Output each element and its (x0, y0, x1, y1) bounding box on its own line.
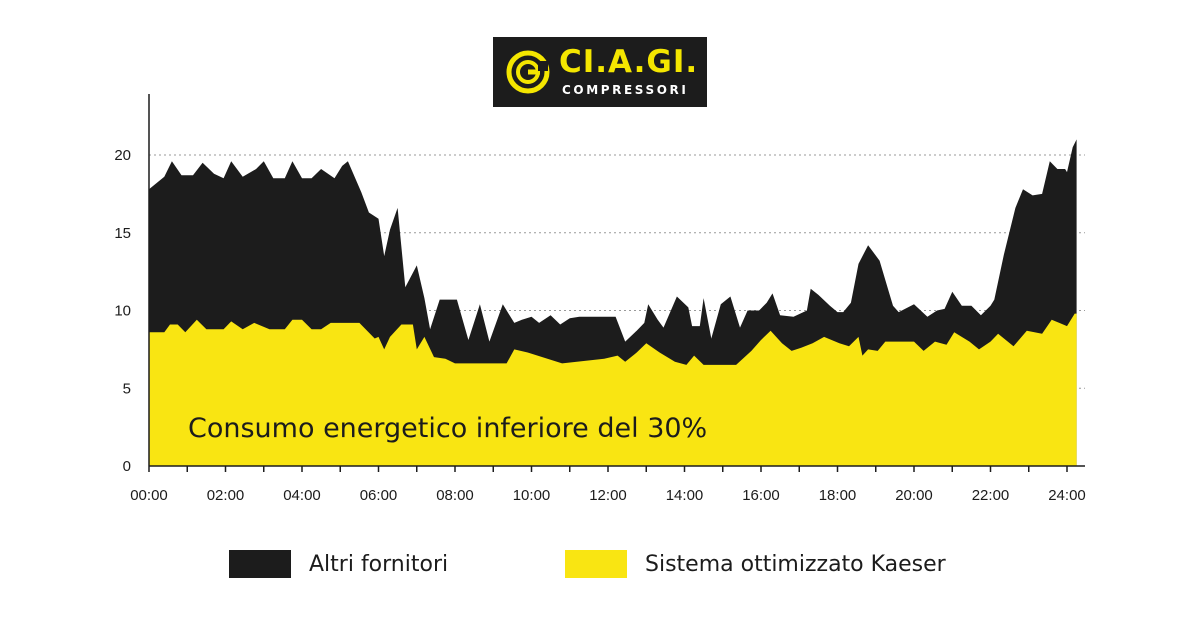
x-tick-label: 14:00 (666, 487, 704, 504)
legend-label: Altri fornitori (309, 551, 449, 577)
x-tick-label: 16:00 (742, 487, 780, 504)
legend-item-altri-fornitori: Altri fornitori (229, 549, 448, 579)
legend-item-sistema-kaeser: Sistema ottimizzato Kaeser (565, 549, 946, 579)
legend-label: Sistema ottimizzato Kaeser (645, 551, 946, 577)
y-tick-label: 20 (114, 147, 131, 164)
energy-area-chart: 00:00 02:00 04:00 06:00 08:00 10:00 12:00 14:00… (114, 94, 1086, 504)
x-tick-label: 12:00 (589, 487, 627, 504)
x-tick-label: 04:00 (283, 487, 321, 504)
ciagi-g-logo-icon (506, 50, 550, 94)
logo-brand-text: CI.A.GI. (559, 44, 699, 80)
tick-labels: 00:00 02:00 04:00 06:00 08:00 10:00 12:00 14:00… (114, 147, 1085, 504)
x-tick-label: 06:00 (360, 487, 398, 504)
chart-axes (148, 94, 1085, 472)
y-tick-label: 15 (114, 225, 131, 242)
x-tick-label: 20:00 (895, 487, 933, 504)
x-tick-label: 00:00 (130, 487, 168, 504)
x-tick-label: 08:00 (436, 487, 474, 504)
logo-subtitle-text: COMPRESSORI (562, 83, 689, 97)
series-area-sistema-kaeser (149, 313, 1077, 466)
x-tick-label: 18:00 (819, 487, 857, 504)
x-tick-label: 10:00 (513, 487, 551, 504)
ciagi-logo: CI.A.GI. COMPRESSORI (493, 37, 707, 107)
x-tick-label: 24:00 (1048, 487, 1086, 504)
legend-swatch-black (229, 550, 291, 578)
x-tick-label: 02:00 (207, 487, 245, 504)
y-tick-label: 10 (114, 303, 131, 320)
y-tick-label: 5 (123, 380, 131, 397)
y-tick-label: 0 (123, 458, 131, 475)
series-areas (149, 139, 1077, 466)
legend-swatch-yellow (565, 550, 627, 578)
chart-annotation: Consumo energetico inferiore del 30% (188, 413, 707, 444)
x-tick-label: 22:00 (972, 487, 1010, 504)
